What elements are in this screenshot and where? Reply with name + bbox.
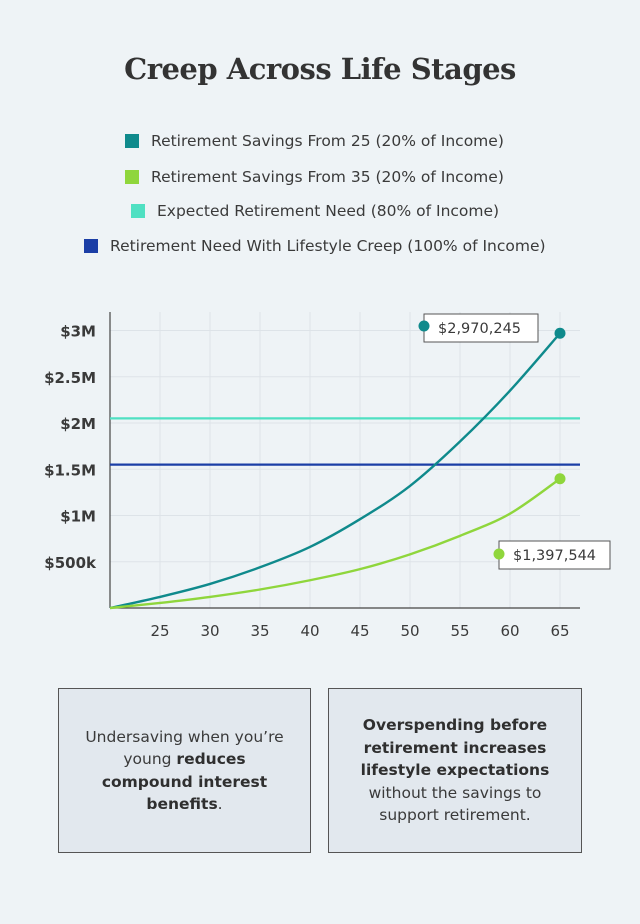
legend-swatch xyxy=(125,170,139,184)
y-tick-label: $500k xyxy=(44,554,97,572)
x-tick-label: 45 xyxy=(350,622,369,640)
line-chart: 25 30 35 40 45 50 55 60 65 $500k $1M $1.5M $2M $2.5M $… xyxy=(44,312,611,640)
y-tick-label: $2M xyxy=(60,415,96,433)
x-tick-label: 55 xyxy=(450,622,469,640)
end-point-marker xyxy=(554,327,566,339)
x-tick-label: 30 xyxy=(200,622,219,640)
note-left-end: . xyxy=(217,795,223,813)
legend-label: Retirement Savings From 35 (20% of Incom… xyxy=(151,168,504,186)
legend-item-savings-35: Retirement Savings From 35 (20% of Incom… xyxy=(125,168,504,186)
note-left-emphasis: reduces compound interest benefits xyxy=(101,750,268,813)
legend-item-expected-need: Expected Retirement Need (80% of Income) xyxy=(131,202,499,220)
y-tick-label: $1M xyxy=(60,508,96,526)
note-undersaving: Undersaving when you’re young reduces co… xyxy=(58,688,311,853)
callout-marker xyxy=(493,548,505,560)
chart-title: Creep Across Life Stages xyxy=(124,52,516,86)
value-callout-label: $1,397,544 xyxy=(513,548,596,564)
callout-marker xyxy=(418,320,430,332)
legend-swatch xyxy=(131,204,145,218)
note-right-emphasis: Overspending before retirement increases… xyxy=(360,716,550,780)
value-callout-box xyxy=(498,540,611,570)
x-tick-label: 35 xyxy=(250,622,269,640)
legend-swatch xyxy=(125,134,139,148)
series-curve-savings-35 xyxy=(109,477,561,610)
note-left-text: Undersaving when you’re young xyxy=(85,727,284,769)
x-tick-label: 50 xyxy=(400,622,419,640)
series-curve-savings-25 xyxy=(109,332,561,610)
legend-label: Retirement Need With Lifestyle Creep (10… xyxy=(110,237,546,255)
y-tick-label: $2.5M xyxy=(44,369,96,387)
y-tick-label: $1.5M xyxy=(44,461,96,479)
legend-swatch xyxy=(84,239,98,253)
note-overspending: Overspending before retirement increases… xyxy=(328,688,582,853)
value-callout-box xyxy=(423,313,539,343)
x-tick-label: 65 xyxy=(550,622,569,640)
legend-item-savings-25: Retirement Savings From 25 (20% of Incom… xyxy=(125,132,504,150)
x-tick-label: 60 xyxy=(500,622,519,640)
end-point-marker xyxy=(554,473,566,485)
x-tick-label: 25 xyxy=(150,622,169,640)
legend-item-lifestyle-creep: Retirement Need With Lifestyle Creep (10… xyxy=(84,237,546,255)
x-tick-label: 40 xyxy=(300,622,319,640)
note-right-text: without the savings to support retiremen… xyxy=(368,783,542,825)
value-callout-label: $2,970,245 xyxy=(438,321,521,337)
legend-label: Retirement Savings From 25 (20% of Incom… xyxy=(151,132,504,150)
y-tick-label: $3M xyxy=(60,323,96,341)
legend-label: Expected Retirement Need (80% of Income) xyxy=(157,202,500,220)
